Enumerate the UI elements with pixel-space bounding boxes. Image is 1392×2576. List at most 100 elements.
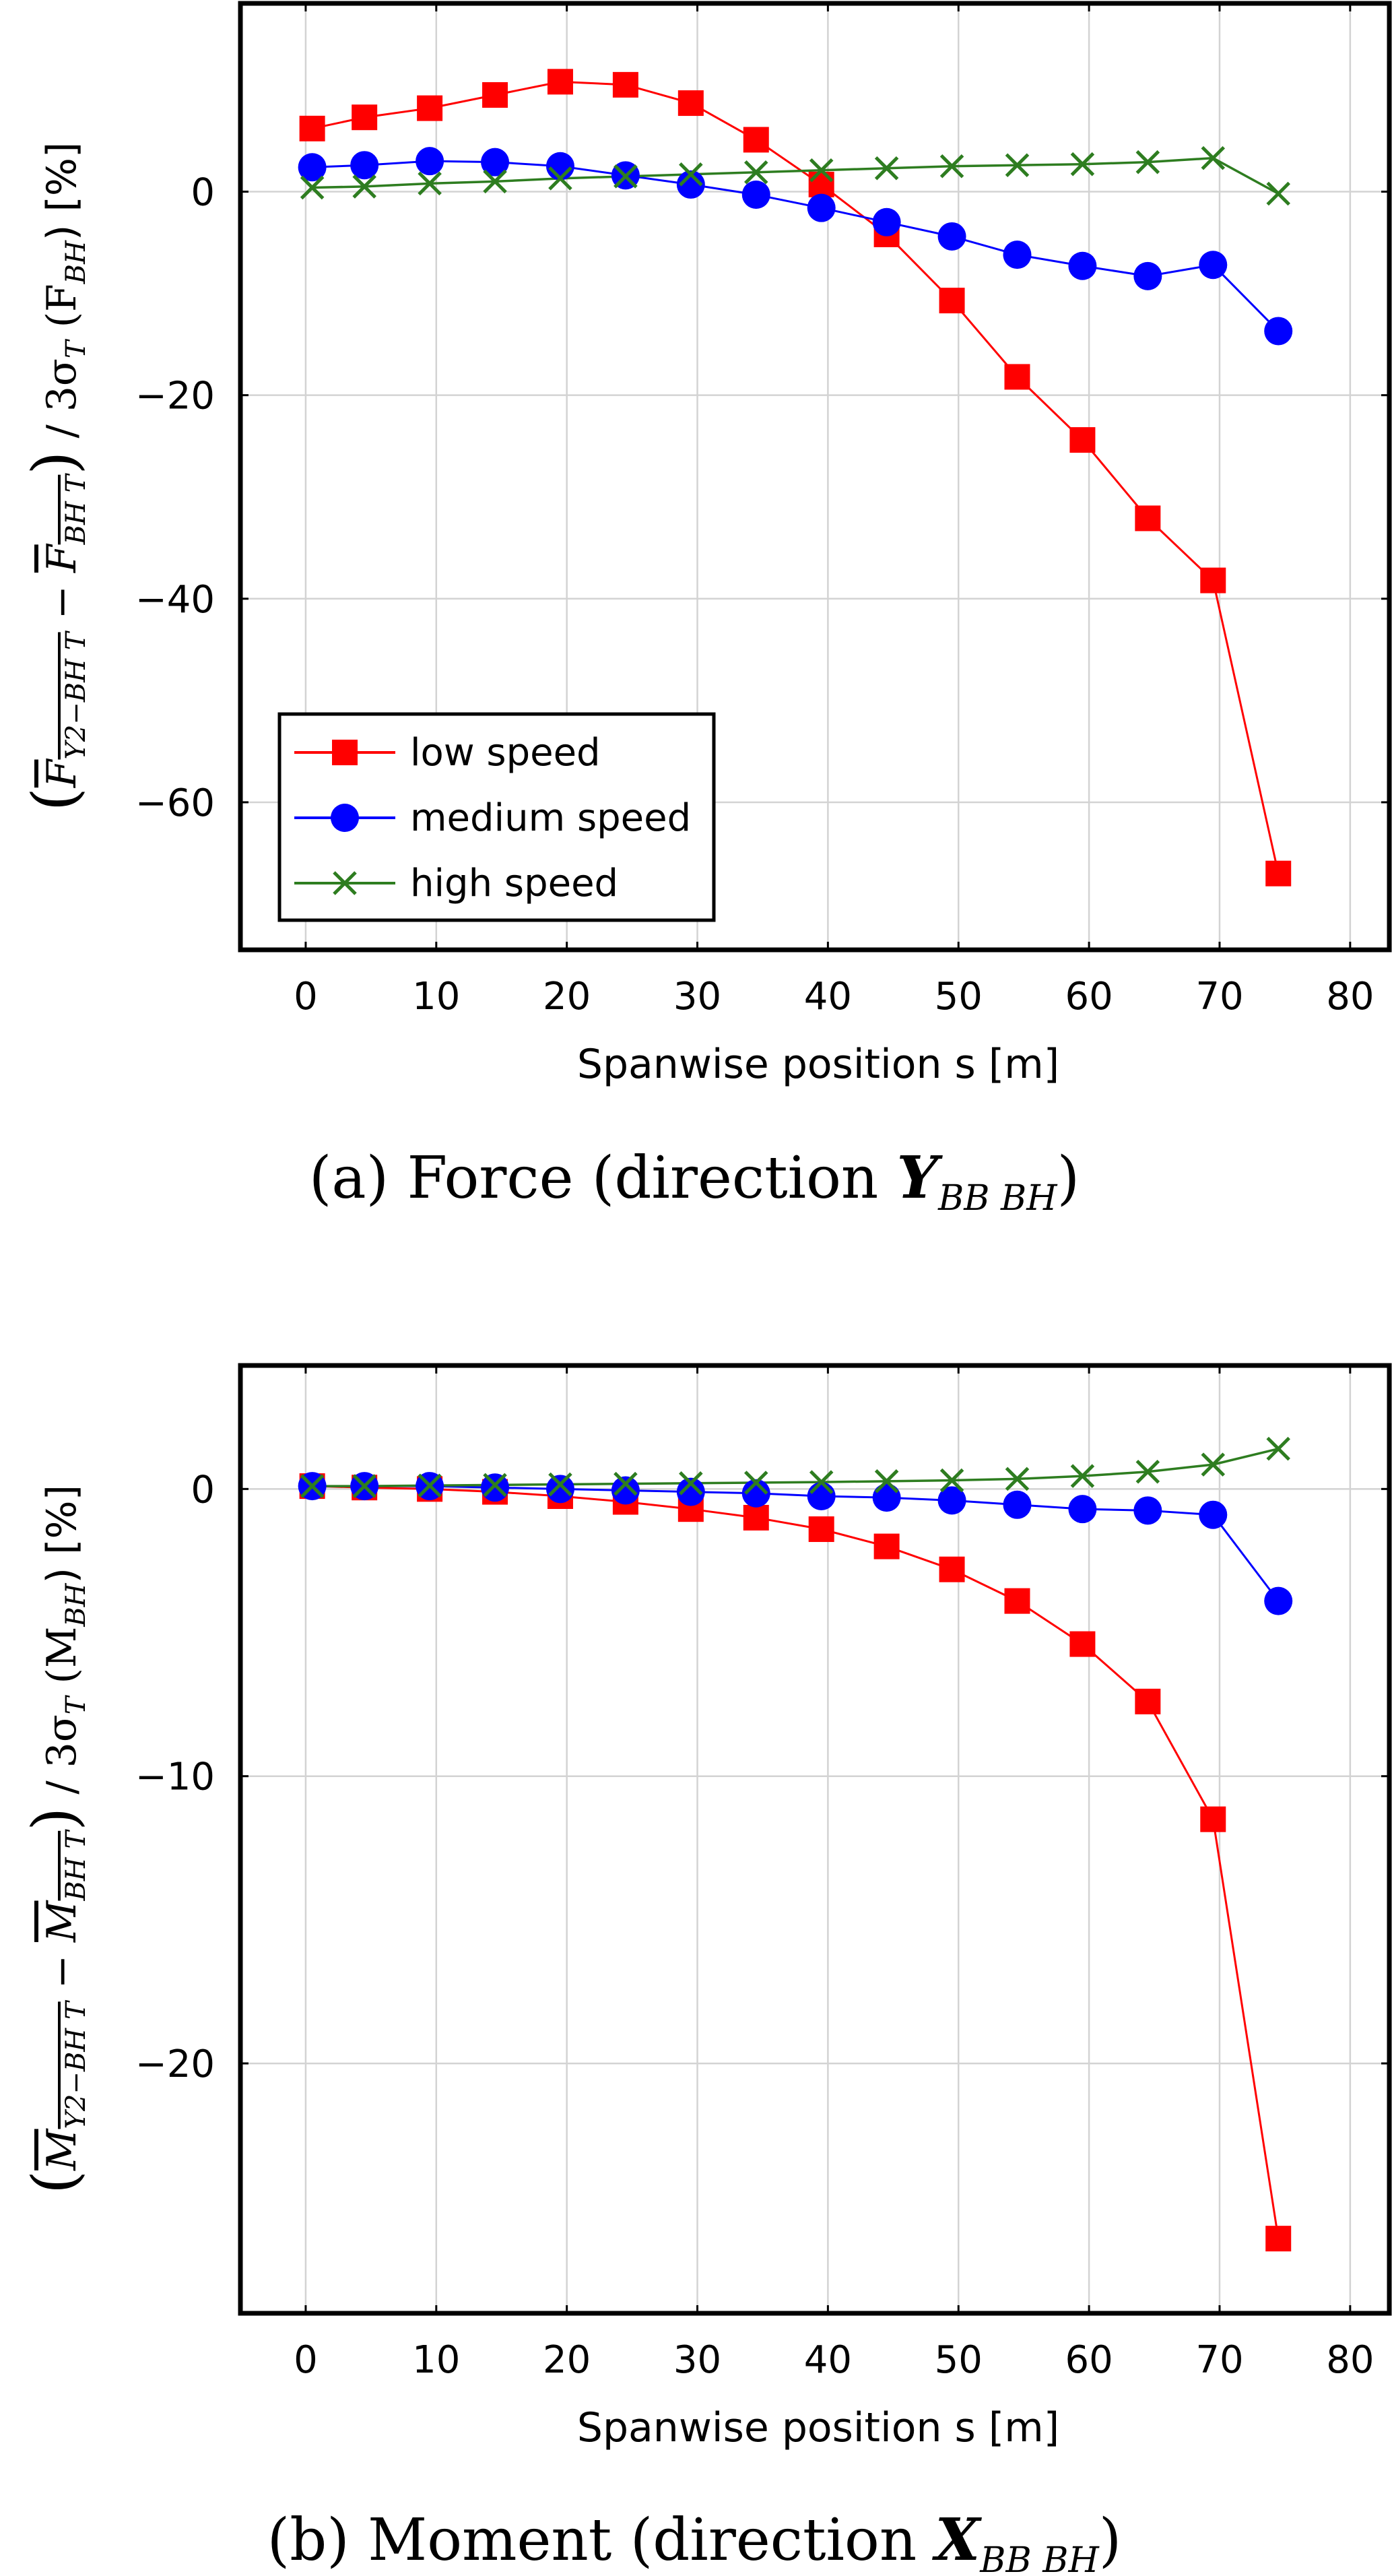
high-speed-point: [679, 162, 703, 187]
high-speed-point: [1070, 152, 1095, 176]
low-speed-point: [1135, 1688, 1161, 1714]
y-tick-label: −60: [135, 781, 215, 825]
medium-speed-point: [481, 148, 510, 176]
x-tick-label: 80: [1326, 975, 1374, 1019]
high-speed-point: [300, 1474, 325, 1498]
medium-speed-point: [676, 1477, 705, 1506]
medium-speed-point: [741, 181, 770, 210]
high-speed-point: [809, 158, 834, 183]
high-speed-point: [548, 1472, 572, 1497]
high-speed-point: [352, 1474, 376, 1498]
low-speed-point: [873, 1533, 900, 1559]
high-speed-point: [939, 154, 964, 179]
high-speed-markers: [300, 146, 1290, 206]
medium-speed-point: [872, 207, 901, 236]
force-chart: 0 10 20 30 40 50 60 70 80 −60 −40 −20 0 Spanwise posi…: [20, 1, 1392, 1219]
medium-speed-line: [312, 160, 1280, 332]
medium-speed-legend-label: medium speed: [410, 796, 691, 840]
low-speed-point: [743, 127, 769, 153]
medium-speed-point: [298, 153, 327, 182]
high-speed-point: [679, 1471, 703, 1495]
high-speed-point: [300, 175, 325, 200]
x-tick-label: 60: [1065, 975, 1113, 1019]
low-speed-point: [1265, 2226, 1292, 2252]
high-speed-point: [418, 1473, 442, 1498]
medium-speed-point: [937, 1486, 966, 1515]
medium-speed-point: [611, 1476, 640, 1505]
high-speed-point: [418, 171, 442, 196]
x-tick-label: 30: [673, 2338, 721, 2382]
low-speed-point: [1135, 505, 1161, 532]
low-speed-point: [482, 82, 508, 108]
high-speed-markers: [300, 1436, 1290, 1498]
medium-speed-point: [807, 193, 836, 222]
medium-speed-markers: [298, 147, 1293, 346]
y-tick-label: −10: [135, 1756, 215, 1799]
low-speed-point: [1069, 427, 1096, 453]
high-speed-point: [614, 164, 638, 189]
low-speed-point: [352, 104, 378, 131]
high-speed-point: [743, 1471, 768, 1495]
low-speed-point: [1200, 567, 1226, 593]
high-speed-point: [1005, 153, 1030, 177]
y-tick-label: −20: [135, 375, 215, 418]
moment-x-axis-label: Spanwise position s [m]: [577, 2404, 1059, 2451]
high-speed-point: [1266, 1436, 1290, 1461]
low-speed-point: [808, 1516, 834, 1543]
high-speed-point: [874, 1469, 899, 1493]
moment-plot-frame: [238, 1363, 1392, 2316]
medium-speed-point: [1068, 251, 1097, 280]
low-speed-line: [312, 1485, 1280, 2239]
medium-speed-point: [676, 170, 705, 199]
low-speed-line: [312, 80, 1280, 874]
y-tick-label: 0: [191, 170, 215, 214]
low-speed-point: [939, 1556, 965, 1582]
high-speed-line: [312, 156, 1280, 195]
high-speed-legend-label: high speed: [410, 862, 618, 905]
x-tick-label: 10: [412, 975, 460, 1019]
high-speed-point: [483, 169, 507, 194]
high-speed-point: [743, 160, 768, 185]
low-speed-point: [939, 288, 965, 314]
low-speed-markers: [299, 1473, 1292, 2252]
force-x-axis-label: Spanwise position s [m]: [577, 1041, 1059, 1088]
high-speed-point: [1201, 1452, 1226, 1477]
moment-y-axis-label: (MY2−BH T − MBH T) / 3σT (MBH) [%]: [20, 1485, 92, 2194]
force-caption: (a) Force (direction YBB BH): [309, 1144, 1080, 1219]
medium-speed-point: [545, 1475, 574, 1504]
high-speed-point: [939, 1468, 964, 1493]
medium-speed-point: [807, 1481, 836, 1510]
medium-speed-point: [1264, 1586, 1293, 1615]
low-speed-legend-marker: [332, 740, 358, 765]
low-speed-point: [743, 1504, 769, 1531]
medium-speed-point: [1133, 261, 1162, 290]
x-tick-label: 50: [935, 2338, 983, 2382]
force-y-axis-label: (FY2−BH T − FBH T) / 3σT (FBH) [%]: [20, 142, 92, 812]
low-speed-point: [612, 71, 638, 98]
medium-speed-legend-marker: [331, 804, 359, 832]
medium-speed-point: [872, 1483, 901, 1512]
low-speed-point: [808, 171, 834, 197]
y-tick-label: −20: [135, 2042, 215, 2086]
low-speed-point: [1265, 860, 1292, 887]
medium-speed-line: [312, 1485, 1280, 1602]
high-speed-point: [809, 1470, 834, 1494]
x-tick-label: 30: [673, 975, 721, 1019]
medium-speed-point: [1199, 251, 1228, 280]
high-speed-point: [1005, 1467, 1030, 1491]
x-tick-label: 60: [1065, 2338, 1113, 2382]
low-speed-point: [547, 69, 573, 95]
low-speed-legend-label: low speed: [410, 731, 601, 775]
medium-speed-point: [1003, 240, 1032, 269]
high-speed-point: [352, 174, 376, 199]
high-speed-point: [1135, 150, 1160, 174]
low-speed-point: [417, 95, 443, 121]
high-speed-point: [874, 156, 899, 181]
y-tick-label: 0: [191, 1468, 215, 1512]
x-tick-label: 70: [1195, 975, 1243, 1019]
low-speed-point: [1069, 1631, 1096, 1657]
x-tick-label: 0: [294, 975, 318, 1019]
force-ticks: [240, 3, 1389, 950]
moment-chart: 0 10 20 30 40 50 60 70 80 −20 −10 0 Spanwise positio…: [20, 1363, 1392, 2576]
